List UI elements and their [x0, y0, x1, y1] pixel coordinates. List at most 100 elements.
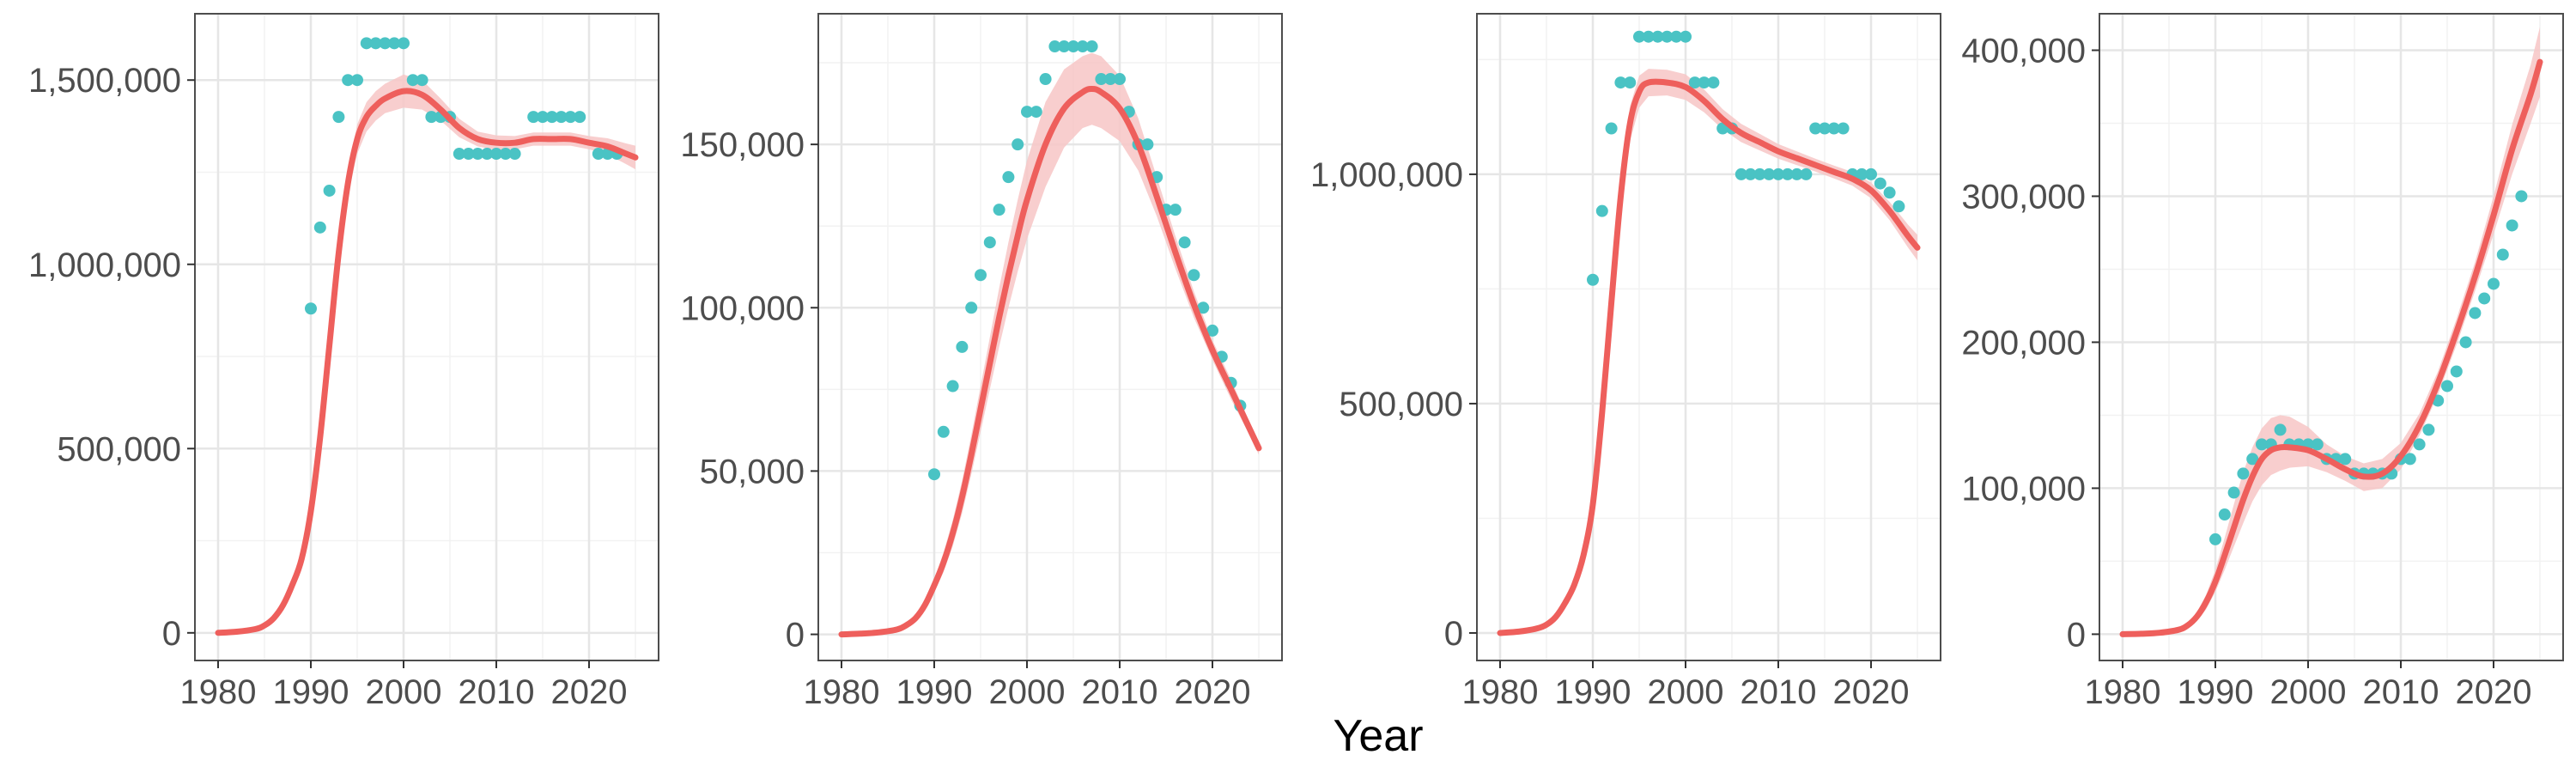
data-point: [1206, 324, 1218, 337]
data-point: [574, 111, 586, 124]
data-point: [398, 37, 410, 50]
x-tick-label: 2000: [366, 673, 442, 711]
data-point: [2274, 423, 2287, 436]
data-point: [1048, 40, 1061, 53]
data-point: [499, 148, 512, 161]
y-tick-label: 100,000: [1961, 470, 2086, 508]
observed-points: [305, 37, 623, 315]
observed-points: [2209, 190, 2528, 545]
data-point: [1642, 30, 1655, 43]
data-point: [1661, 30, 1674, 43]
x-axis-label: Year: [1333, 711, 1423, 761]
y-tick-label: 0: [1444, 615, 1463, 653]
x-tick-label: 2010: [1741, 673, 1817, 711]
data-point: [1605, 122, 1618, 135]
data-point: [1800, 167, 1813, 180]
x-tick-label: 1990: [896, 673, 973, 711]
data-point: [1790, 167, 1803, 180]
panels: 1980 1990 2000 2010 2020 0 500,000 1,000,000 1,5…: [28, 13, 2564, 711]
data-point: [1735, 167, 1747, 180]
y-axis: 0 500,000 1,000,000: [1310, 156, 1477, 653]
panel-2: 1980 1990 2000 2010 2020 0 50,000 100,000 150,00…: [680, 13, 1283, 711]
data-point: [1624, 76, 1637, 89]
data-point: [592, 148, 605, 161]
data-point: [2246, 453, 2259, 466]
x-tick-label: 2010: [2363, 673, 2439, 711]
panel-border: [1476, 13, 1941, 661]
data-point: [351, 74, 363, 87]
data-point: [1114, 73, 1126, 86]
data-point: [332, 111, 345, 124]
data-point: [1039, 73, 1052, 86]
major-gridlines: [2099, 14, 2563, 660]
y-tick-label: 400,000: [1961, 32, 2086, 70]
data-point: [993, 204, 1005, 216]
data-point: [453, 148, 465, 161]
data-point: [1002, 171, 1015, 184]
y-tick-label: 1,500,000: [28, 62, 181, 100]
data-point: [305, 302, 317, 315]
data-point: [1651, 30, 1664, 43]
data-point: [601, 148, 614, 161]
data-point: [2227, 486, 2240, 499]
data-point: [508, 148, 521, 161]
x-tick-label: 1980: [804, 673, 880, 711]
data-point: [369, 37, 382, 50]
data-point: [1169, 204, 1182, 216]
data-point: [2209, 533, 2221, 545]
data-point: [1095, 73, 1108, 86]
data-point: [490, 148, 502, 161]
x-tick-label: 1980: [180, 673, 257, 711]
y-tick-label: 150,000: [680, 126, 805, 164]
panel-border: [817, 13, 1283, 661]
data-point: [323, 184, 336, 197]
data-point: [1633, 30, 1645, 43]
x-axis: 1980 1990 2000 2010 2020: [2085, 660, 2531, 711]
fit-line: [215, 88, 639, 636]
data-point: [1688, 76, 1701, 89]
y-tick-label: 0: [2067, 616, 2086, 654]
x-tick-label: 2000: [989, 673, 1066, 711]
x-axis: 1980 1990 2000 2010 2020: [180, 660, 628, 711]
data-point: [1698, 76, 1710, 89]
data-point: [2311, 438, 2324, 451]
y-tick-label: 200,000: [1961, 324, 2086, 362]
data-point: [1076, 40, 1089, 53]
y-tick-label: 500,000: [57, 430, 181, 468]
data-point: [2422, 423, 2435, 436]
data-point: [1837, 122, 1850, 135]
x-tick-label: 1980: [1462, 673, 1539, 711]
y-axis: 0 50,000 100,000 150,000: [680, 126, 818, 654]
data-point: [2256, 438, 2268, 451]
data-point: [1865, 167, 1877, 180]
data-point: [388, 37, 401, 50]
data-point: [2478, 292, 2491, 305]
x-tick-label: 1990: [1555, 673, 1631, 711]
data-point: [1141, 138, 1154, 151]
panel-1: 1980 1990 2000 2010 2020 0 500,000 1,000,000 1,5…: [28, 13, 659, 711]
y-tick-label: 300,000: [1961, 178, 2086, 216]
data-point: [1893, 200, 1905, 213]
data-point: [2469, 307, 2482, 320]
y-tick-label: 50,000: [700, 453, 805, 490]
data-point: [1763, 167, 1776, 180]
y-axis: 0 500,000 1,000,000 1,500,000: [28, 62, 195, 653]
x-tick-label: 2020: [551, 673, 628, 711]
data-point: [1587, 273, 1599, 286]
data-point: [1744, 167, 1757, 180]
data-point: [2218, 508, 2231, 521]
x-tick-label: 2020: [1175, 673, 1251, 711]
data-point: [946, 380, 959, 393]
data-point: [1670, 30, 1683, 43]
y-tick-label: 0: [786, 617, 805, 654]
data-point: [1874, 177, 1886, 190]
data-point: [416, 74, 428, 87]
x-axis: 1980 1990 2000 2010 2020: [804, 660, 1251, 711]
fit-line: [2119, 58, 2543, 637]
y-tick-label: 500,000: [1339, 386, 1463, 423]
minor-gridlines: [1477, 14, 1941, 660]
data-point: [2339, 453, 2352, 466]
y-tick-label: 1,000,000: [1310, 156, 1463, 194]
data-point: [360, 37, 373, 50]
